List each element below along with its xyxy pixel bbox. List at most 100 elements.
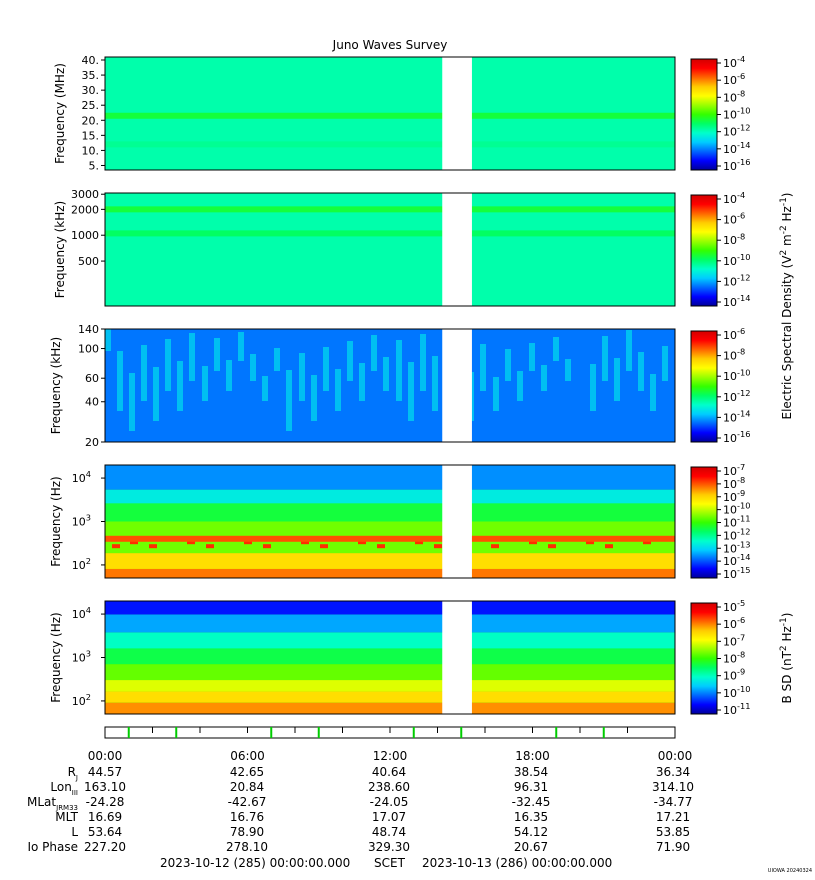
panel-frame — [104, 192, 676, 307]
panels: 5. 10. 15. 20. 25. 30. 35. 40. Frequency (MHz) 10… — [49, 54, 750, 717]
ephemeris-value: 278.10 — [226, 840, 268, 854]
spectrogram-layer-4 — [105, 664, 675, 681]
y-axis-label: Frequency (Hz) — [49, 612, 63, 703]
y-tick-label: 3000 — [71, 188, 99, 201]
y-tick-label: 20. — [82, 114, 100, 127]
colorbar-tick-label: 10-11 — [723, 514, 750, 530]
colorbar-tick-label: 10-6 — [723, 71, 745, 87]
spectrogram-layer-2 — [105, 503, 675, 522]
emission-streak — [177, 361, 183, 411]
ephemeris-label: LonIII — [50, 780, 78, 797]
colorbar — [690, 602, 718, 715]
time-tick-label: 12:00 — [373, 749, 408, 763]
emission-streak — [662, 346, 668, 381]
y-tick-label: 5. — [89, 159, 100, 172]
colorbar-tick-label: 10-9 — [723, 488, 745, 504]
footer-scet: SCET — [374, 856, 406, 870]
colorbar-tick-label: 10-14 — [723, 552, 750, 568]
ephemeris-value: -24.28 — [86, 795, 125, 809]
y-axis-label: Frequency (MHz) — [53, 63, 67, 164]
emission-patch — [263, 544, 271, 549]
emission-streak — [226, 360, 232, 391]
ephemeris-table: RJ 44.57 42.65 40.64 38.54 36.34 LonIII 163.10 2… — [27, 765, 694, 854]
emission-streak — [129, 373, 135, 431]
emission-streak — [626, 330, 632, 371]
emission-patch — [244, 540, 252, 545]
ephemeris-value: 38.54 — [514, 765, 548, 779]
colorbar-tick-label: 10-10 — [723, 252, 750, 268]
ephemeris-value: 96.31 — [514, 780, 548, 794]
colorbar-tick-label: 10-14 — [723, 293, 750, 309]
ephemeris-value: -32.45 — [512, 795, 551, 809]
emission-streak — [250, 354, 256, 381]
colorbar-tick-label: 10-16 — [723, 157, 750, 173]
colorbar-tick-label: 10-14 — [723, 408, 750, 424]
y-tick-label: 103 — [72, 513, 91, 529]
ephemeris-value: -24.05 — [370, 795, 409, 809]
spectrogram-layer-2 — [105, 632, 675, 649]
y-tick-label: 35. — [82, 69, 100, 82]
emission-streak — [541, 365, 547, 391]
spectrogram-layer-1 — [105, 614, 675, 633]
emission-patch — [548, 544, 556, 549]
emission-streak — [480, 344, 486, 391]
emission-streak — [396, 340, 402, 401]
ephemeris-value: 53.85 — [656, 825, 690, 839]
time-tick-label: 00:00 — [658, 749, 693, 763]
colorbar-tick-label: 10-12 — [723, 123, 750, 139]
stamp: UIOWA 20240324 — [768, 868, 812, 874]
emission-patch — [130, 540, 138, 545]
ephemeris-value: 54.12 — [514, 825, 548, 839]
emission-streak — [505, 349, 511, 381]
y-tick-label: 60 — [85, 372, 99, 385]
footer-start: 2023-10-12 (285) 00:00:00.000 — [160, 856, 350, 870]
emission-patch — [358, 540, 366, 545]
emission-streak — [347, 341, 353, 381]
emission-streak — [420, 334, 426, 391]
ephemeris-value: 71.90 — [656, 840, 690, 854]
emission-band-0 — [105, 535, 675, 542]
colorbar-tick-label: 10-10 — [723, 106, 750, 122]
colorbar-tick-label: 10-8 — [723, 475, 745, 491]
ephemeris-value: 44.57 — [88, 765, 122, 779]
ephemeris-value: 42.65 — [230, 765, 264, 779]
ephemeris-label: MLatJRM33 — [27, 795, 78, 812]
ephemeris-value: 329.30 — [368, 840, 410, 854]
time-tick-label: 06:00 — [230, 749, 265, 763]
ephemeris-value: 16.76 — [230, 810, 264, 824]
y-axis-label: Frequency (Hz) — [49, 476, 63, 567]
emission-streak — [493, 377, 499, 411]
colorbar-tick-label: 10-8 — [723, 347, 745, 363]
colorbar-tick-label: 10-16 — [723, 429, 750, 445]
y-tick-label: 10. — [82, 144, 100, 157]
emission-patch — [377, 544, 385, 549]
colorbar-tick-label: 10-6 — [723, 211, 745, 227]
ephemeris-value: 36.34 — [656, 765, 690, 779]
emission-streak — [335, 369, 341, 411]
emission-streak — [590, 364, 596, 411]
colorbar-tick-label: 10-8 — [723, 650, 745, 666]
colorbar-tick-label: 10-15 — [723, 565, 750, 581]
spectrogram-layer-6 — [105, 691, 675, 703]
panel-khz-low: 20 40 60 100 140 Frequency (kHz) 10-6 10-8 10-10… — [49, 323, 750, 449]
emission-streak — [517, 371, 523, 401]
ephemeris-value: 238.60 — [368, 780, 410, 794]
colorbar — [690, 58, 718, 171]
colorbar-tick-label: 10-7 — [723, 632, 745, 648]
spectrogram-layer-5 — [105, 568, 675, 578]
bfield-colorbar-label: B SD (nT2 Hz-1) — [779, 613, 794, 704]
y-tick-label: 103 — [72, 649, 91, 665]
colorbar-tick-label: 10-12 — [723, 388, 750, 404]
y-tick-label: 100 — [78, 343, 99, 356]
efield-colorbar-label: Electric Spectral Density (V2 m-2 Hz-1) — [779, 192, 794, 419]
emission-band-0 — [105, 112, 675, 119]
spectrogram-layer-7 — [105, 702, 675, 714]
colorbar-tick-label: 10-6 — [723, 326, 745, 342]
y-tick-label: 2000 — [71, 203, 99, 216]
time-tick-label: 18:00 — [515, 749, 550, 763]
emission-streak — [117, 351, 123, 411]
ephemeris-value: 17.07 — [372, 810, 406, 824]
colorbar-tick-label: 10-8 — [723, 88, 745, 104]
footer-end: 2023-10-13 (286) 00:00:00.000 — [422, 856, 612, 870]
